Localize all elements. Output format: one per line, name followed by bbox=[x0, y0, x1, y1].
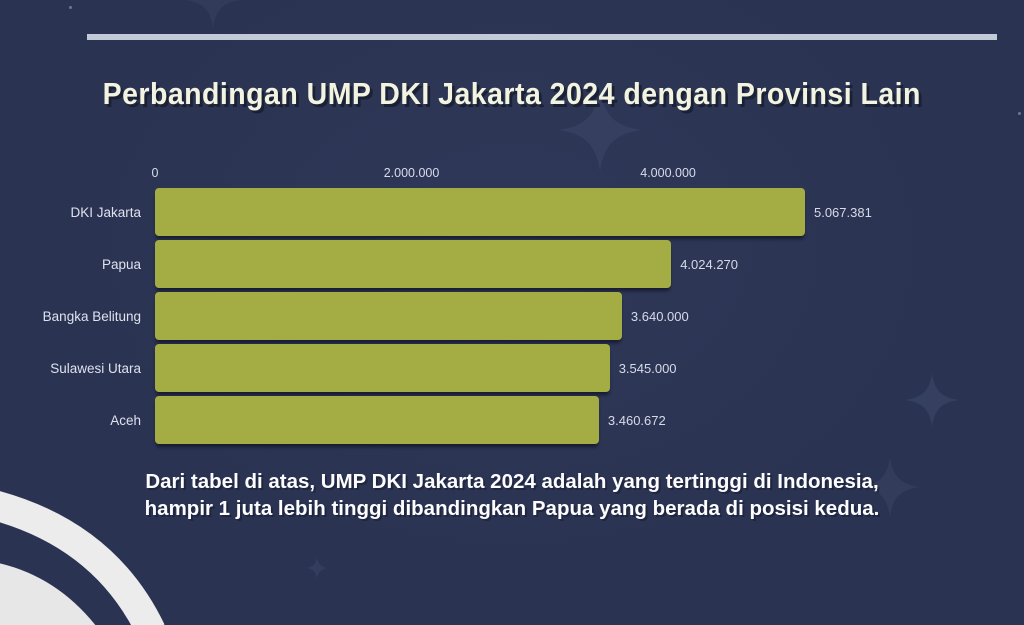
sparkle-icon bbox=[306, 557, 328, 579]
star-dot bbox=[69, 6, 72, 9]
x-axis-tick-label: 4.000.000 bbox=[640, 166, 696, 180]
bar-category-label: Bangka Belitung bbox=[42, 308, 141, 324]
title-container: Perbandingan UMP DKI Jakarta 2024 dengan… bbox=[0, 76, 1024, 112]
bar bbox=[155, 396, 599, 444]
caption-text: Dari tabel di atas, UMP DKI Jakarta 2024… bbox=[144, 470, 880, 521]
bar-chart: 0 2.000.000 4.000.000 DKI Jakarta 5.067.381… bbox=[0, 166, 1024, 444]
bar-row: Papua 4.024.270 bbox=[0, 240, 1024, 288]
bar bbox=[155, 240, 672, 288]
sparkle-icon bbox=[185, 0, 241, 28]
bar bbox=[155, 292, 622, 340]
bar-category-label: Sulawesi Utara bbox=[50, 360, 141, 376]
bar-value-label: 5.067.381 bbox=[813, 204, 872, 220]
top-divider-rule bbox=[87, 34, 997, 40]
bar-rows: DKI Jakarta 5.067.381 Papua 4.024.270 Bangka… bbox=[0, 188, 1024, 444]
bar-value-label: 3.640.000 bbox=[630, 308, 689, 324]
bar-category-label: DKI Jakarta bbox=[70, 204, 141, 220]
x-axis-ticks: 0 2.000.000 4.000.000 bbox=[151, 166, 822, 184]
page-title: Perbandingan UMP DKI Jakarta 2024 dengan… bbox=[102, 76, 922, 111]
bar-value-label: 3.460.672 bbox=[607, 412, 666, 428]
bar-category-label: Aceh bbox=[110, 412, 141, 428]
bar-value-label: 4.024.270 bbox=[680, 256, 739, 272]
bar-category-label: Papua bbox=[101, 256, 141, 272]
bar-row: Aceh 3.460.672 bbox=[0, 396, 1024, 444]
bar-row: Sulawesi Utara 3.545.000 bbox=[0, 344, 1024, 392]
bar bbox=[155, 188, 805, 236]
bar-row: DKI Jakarta 5.067.381 bbox=[0, 188, 1024, 236]
x-axis-tick-label: 0 bbox=[151, 166, 159, 180]
bar bbox=[155, 344, 610, 392]
x-axis-tick-label: 2.000.000 bbox=[383, 166, 440, 180]
bar-row: Bangka Belitung 3.640.000 bbox=[0, 292, 1024, 340]
bar-value-label: 3.545.000 bbox=[618, 360, 677, 376]
star-dot bbox=[1018, 112, 1021, 115]
